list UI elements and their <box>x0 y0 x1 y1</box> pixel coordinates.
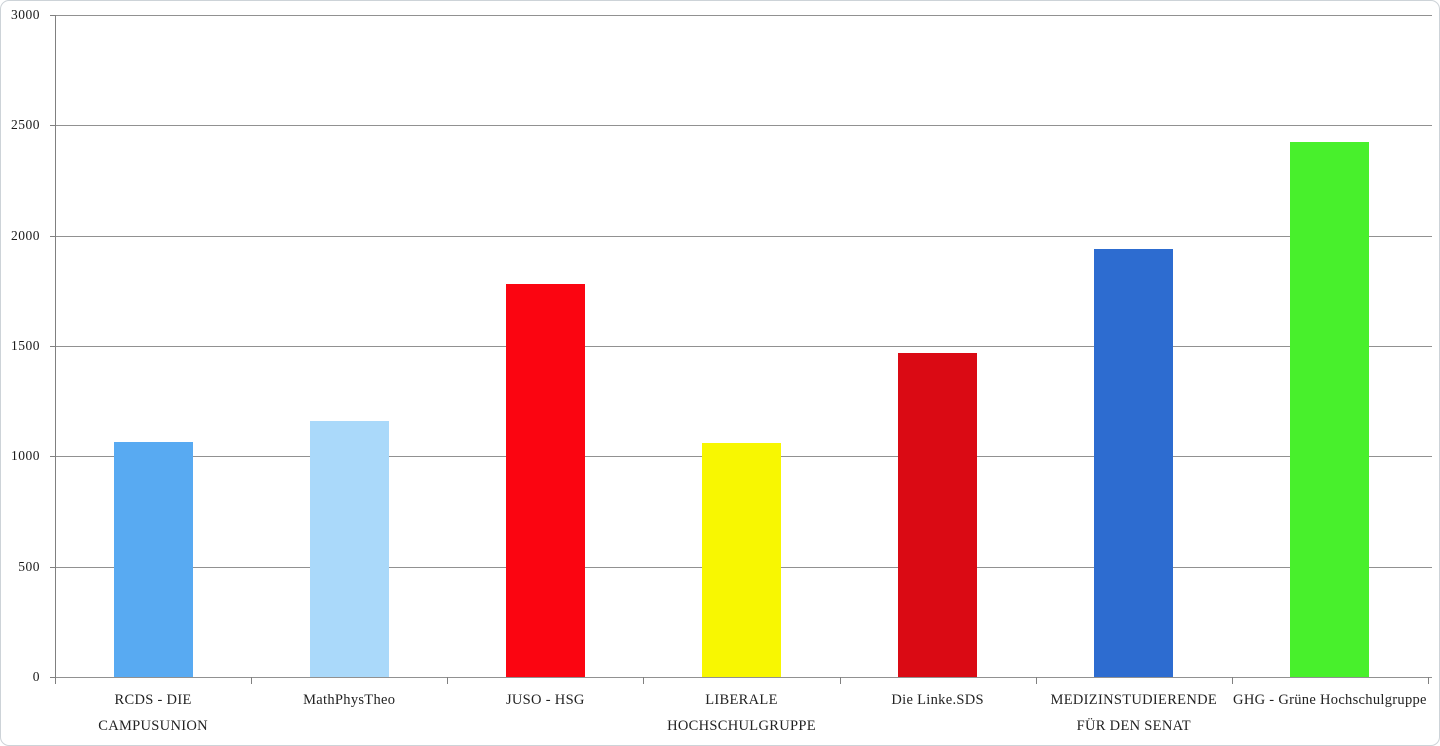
y-axis-tick-label: 1000 <box>11 448 40 464</box>
bar <box>702 443 781 677</box>
y-axis-tick <box>50 346 55 347</box>
x-axis-tick <box>1035 677 1037 684</box>
x-axis-category-label-line: CAMPUSUNION <box>98 718 208 734</box>
gridline <box>55 235 1432 237</box>
x-axis-tick <box>55 677 56 684</box>
bar <box>309 421 389 677</box>
x-axis-category-label-line: RCDS - DIE <box>114 692 192 708</box>
x-axis-category-label-line: HOCHSCHULGRUPPE <box>667 718 816 734</box>
bar <box>1290 141 1370 677</box>
gridline <box>55 15 1432 16</box>
x-axis-category-label-line: MathPhysTheo <box>303 692 396 708</box>
bar <box>505 284 585 677</box>
x-axis-category-label-line: Die Linke.SDS <box>891 692 984 708</box>
x-axis-category-label: GHG - Grüne Hochschulgruppe <box>1224 687 1436 713</box>
x-axis-category-label-line: JUSO - HSG <box>505 692 585 708</box>
x-axis-category-label: MEDIZINSTUDIERENDE FÜR DEN SENAT <box>1028 687 1240 739</box>
y-axis-tick-label: 0 <box>32 669 40 684</box>
x-axis-category-label: RCDS - DIE CAMPUSUNION <box>47 687 259 739</box>
x-axis-category-label: LIBERALE HOCHSCHULGRUPPE <box>636 687 848 739</box>
y-axis-tick <box>50 125 55 127</box>
y-axis-tick-label: 2500 <box>11 117 40 133</box>
y-axis-tick <box>50 456 55 458</box>
x-axis-category-label-line: GHG - Grüne Hochschulgruppe <box>1233 692 1427 708</box>
x-axis-tick <box>251 677 253 684</box>
gridline <box>55 346 1432 347</box>
gridline <box>55 125 1432 127</box>
bar <box>113 441 193 677</box>
x-axis-category-label-line: MEDIZINSTUDIERENDE <box>1050 692 1218 708</box>
x-axis-category-label: MathPhysTheo <box>243 687 455 713</box>
x-axis-tick <box>447 677 449 684</box>
y-axis-tick <box>50 15 55 16</box>
x-axis-category-label-line: LIBERALE <box>705 692 778 708</box>
x-axis-category-label: Die Linke.SDS <box>832 687 1044 713</box>
bar <box>1094 248 1174 677</box>
x-axis-tick <box>643 677 645 684</box>
x-axis-category-label-line: FÜR DEN SENAT <box>1076 718 1191 734</box>
bar <box>898 352 978 677</box>
y-axis-tick-label: 3000 <box>11 7 40 22</box>
x-axis-tick <box>1428 677 1429 684</box>
y-axis-line <box>55 15 56 684</box>
x-axis-category-label: JUSO - HSG <box>439 687 651 713</box>
y-axis-tick <box>50 235 55 237</box>
x-axis-tick <box>839 677 841 684</box>
gridline <box>55 677 1432 678</box>
y-axis-tick <box>50 566 55 568</box>
y-axis-tick <box>50 677 55 678</box>
y-axis-tick-label: 500 <box>18 558 40 574</box>
y-axis-tick-label: 2000 <box>11 227 40 243</box>
x-axis-tick <box>1231 677 1233 684</box>
y-axis-tick-label: 1500 <box>11 338 40 353</box>
